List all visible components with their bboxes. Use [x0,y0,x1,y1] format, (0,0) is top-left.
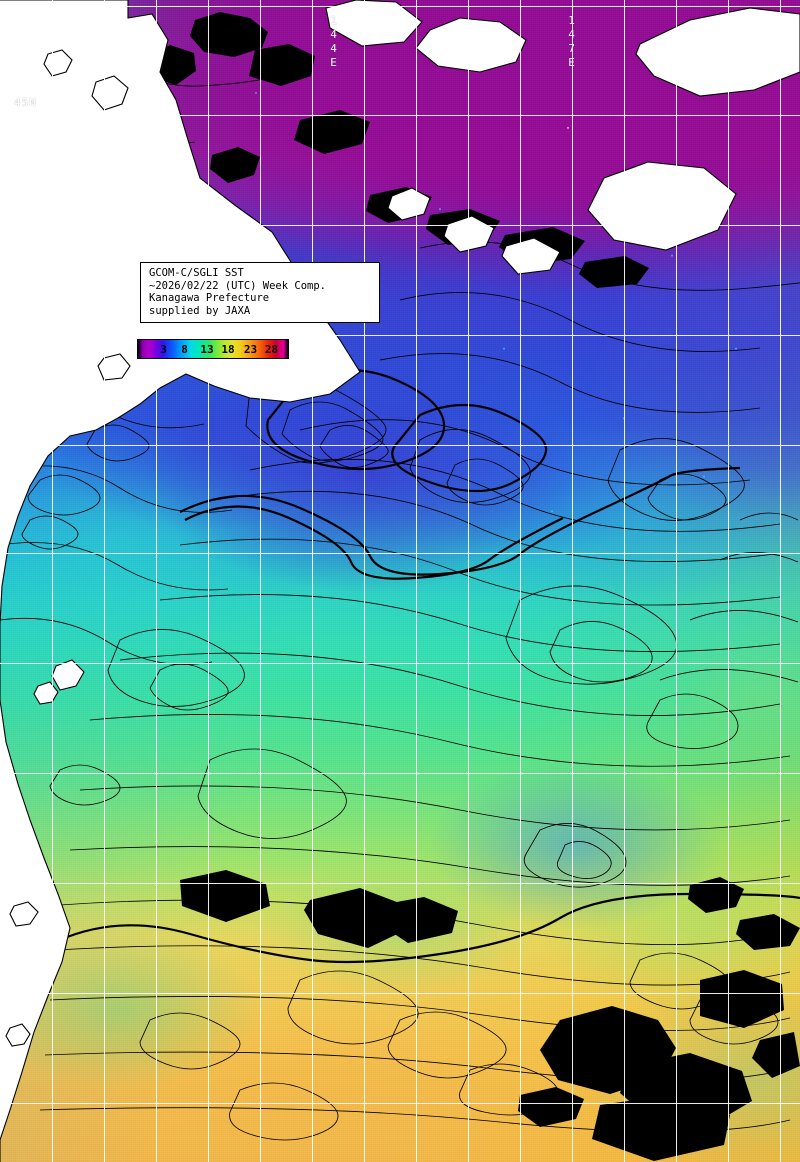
sst-color-scale: 3 8 13 18 23 28 [137,339,289,359]
colorbar-tick: 13 [200,342,214,356]
product-info-box: GCOM-C/SGLI SST ~2026/02/22 (UTC) Week C… [140,262,380,324]
color-scale-gradient [138,340,288,358]
colorbar-tick: 3 [160,342,167,356]
product-region: Kanagawa Prefecture [149,292,270,305]
colorbar-tick: 8 [181,342,188,356]
colorbar-tick: 18 [221,342,235,356]
sst-front-contour [59,368,800,964]
colorbar-tick: 28 [264,342,279,356]
product-source: supplied by JAXA [149,304,251,317]
product-title: GCOM-C/SGLI SST [149,267,244,279]
color-scale-ticks: 3 8 13 18 23 28 [138,340,288,358]
colorbar-tick: 23 [243,342,258,356]
product-date-line: ~2026/02/22 (UTC) Week Comp. [149,279,327,292]
